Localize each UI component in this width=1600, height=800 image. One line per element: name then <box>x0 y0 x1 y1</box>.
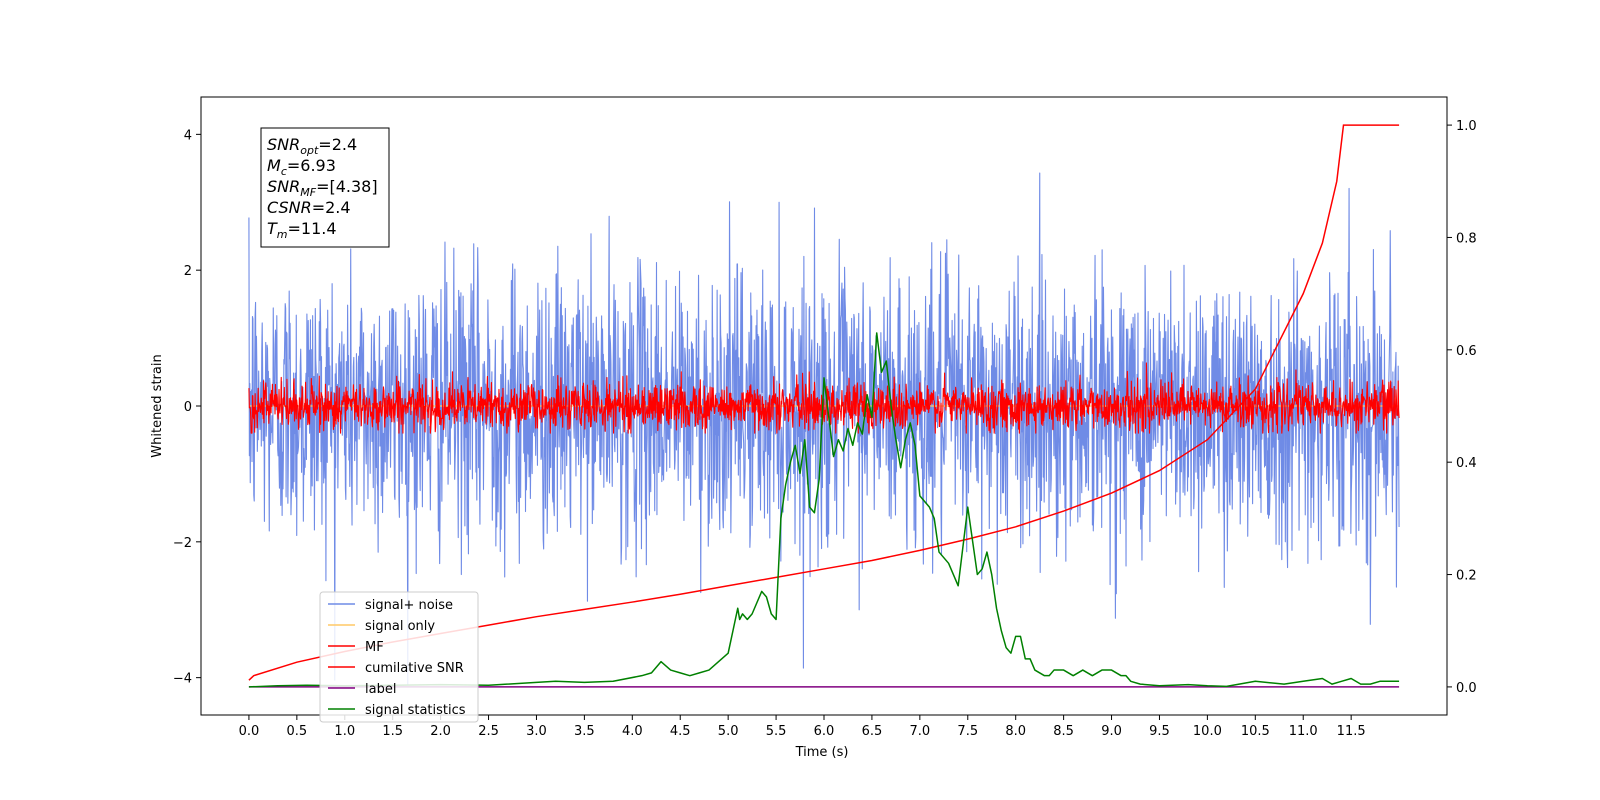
legend-entry: signal statistics <box>365 703 466 718</box>
y2-tick-label: 0.4 <box>1456 456 1477 471</box>
y-tick-label: 0 <box>184 400 192 415</box>
x-tick-label: 4.0 <box>622 724 643 739</box>
x-tick-label: 5.5 <box>766 724 787 739</box>
info-line: SNRopt=2.4 <box>267 135 357 157</box>
legend: signal+ noise signal only MF cumilative SNR… <box>319 591 479 723</box>
legend-entry: signal only <box>365 619 435 634</box>
y-tick-label: 2 <box>184 264 192 279</box>
legend-entry: signal+ noise <box>365 598 453 613</box>
x-axis-label: Time (s) <box>795 745 849 760</box>
info-line: Mc=6.93 <box>267 156 336 178</box>
x-tick-label: 9.5 <box>1149 724 1170 739</box>
legend-entry: MF <box>365 640 384 655</box>
x-tick-label: 9.0 <box>1101 724 1122 739</box>
x-tick-label: 4.5 <box>670 724 691 739</box>
x-tick-label: 6.5 <box>862 724 883 739</box>
y-tick-label: 4 <box>184 128 192 143</box>
x-tick-label: 10.0 <box>1193 724 1222 739</box>
x-tick-label: 2.0 <box>430 724 451 739</box>
x-axis: 0.0 0.5 1.0 1.5 2.0 2.5 3.0 3.5 4.0 4.5 5.0 5.5 6.0 6… <box>239 715 1366 739</box>
y2-tick-label: 0.0 <box>1456 681 1477 696</box>
series-signal-statistics <box>248 332 1400 688</box>
series-signal-noise <box>248 172 1400 685</box>
x-tick-label: 5.0 <box>718 724 739 739</box>
legend-entry: cumilative SNR <box>365 661 464 676</box>
x-tick-label: 3.0 <box>526 724 547 739</box>
x-tick-label: 0.5 <box>287 724 308 739</box>
y-tick-label: −2 <box>173 536 192 551</box>
legend-frame <box>319 591 479 723</box>
x-tick-label: 1.0 <box>334 724 355 739</box>
info-line: Tm=11.4 <box>267 219 337 241</box>
y2-tick-label: 1.0 <box>1456 119 1477 134</box>
y-tick-label: −4 <box>173 672 192 687</box>
info-line: SNRMF=[4.38] <box>267 177 378 199</box>
x-tick-label: 11.0 <box>1289 724 1318 739</box>
x-tick-label: 0.0 <box>239 724 260 739</box>
x-tick-label: 8.5 <box>1053 724 1074 739</box>
series-mf <box>248 362 1400 434</box>
x-tick-label: 6.0 <box>814 724 835 739</box>
y-axis-left: −4 −2 0 2 4 <box>173 128 201 687</box>
x-tick-label: 3.5 <box>574 724 595 739</box>
y-axis-label: Whitened strain <box>150 354 165 457</box>
y2-tick-label: 0.8 <box>1456 231 1477 246</box>
x-tick-label: 7.0 <box>910 724 931 739</box>
x-tick-label: 1.5 <box>382 724 403 739</box>
info-line: CSNR=2.4 <box>267 198 351 217</box>
y2-tick-label: 0.2 <box>1456 569 1477 584</box>
x-tick-label: 11.5 <box>1337 724 1366 739</box>
x-tick-label: 10.5 <box>1241 724 1270 739</box>
x-tick-label: 8.0 <box>1005 724 1026 739</box>
y2-tick-label: 0.6 <box>1456 344 1477 359</box>
x-tick-label: 2.5 <box>478 724 499 739</box>
y-axis-right: 0.0 0.2 0.4 0.6 0.8 1.0 <box>1447 119 1477 696</box>
x-tick-label: 7.5 <box>957 724 978 739</box>
legend-entry: label <box>365 682 396 697</box>
info-box-frame <box>260 127 390 248</box>
